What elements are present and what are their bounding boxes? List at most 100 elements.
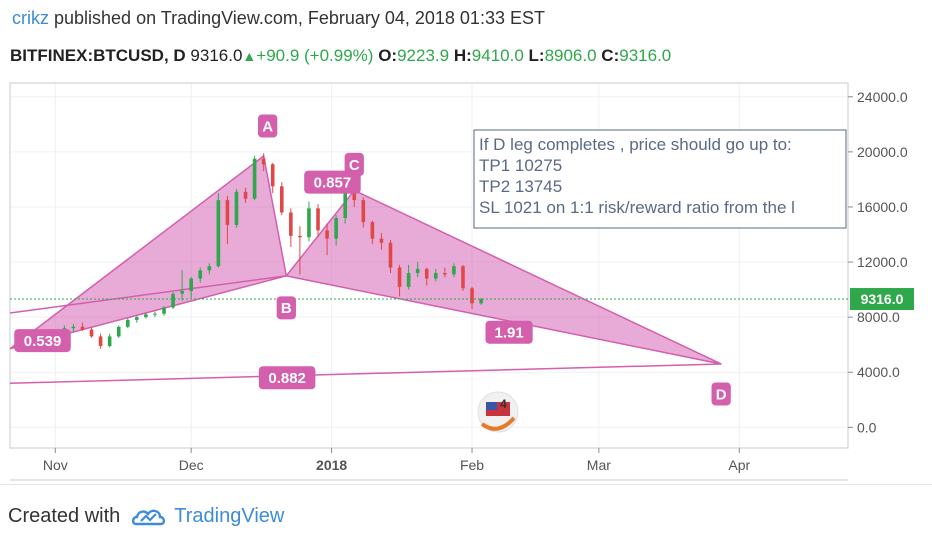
event-count-label: 4	[500, 397, 507, 411]
publish-info: crikz published on TradingView.com, Febr…	[12, 8, 545, 29]
ticker-symbol: BITFINEX:BTCUSD, D	[10, 46, 186, 65]
pattern-point-label-bg	[344, 152, 364, 176]
annotation-line: If D leg completes , price should go up …	[479, 135, 792, 154]
low-value: 8906.0	[544, 46, 597, 65]
candle-body	[252, 158, 257, 199]
candle-body	[261, 158, 266, 165]
x-tick-label: Apr	[728, 457, 750, 473]
candle-body	[361, 200, 366, 223]
ratio-label: 0.882	[268, 370, 306, 387]
ratio-label: 1.91	[494, 325, 523, 342]
ratio-label: 0.857	[314, 175, 352, 192]
candle-body	[316, 208, 320, 231]
event-arc	[480, 416, 516, 431]
candle-body	[225, 200, 230, 225]
author-link[interactable]: crikz	[12, 8, 49, 28]
candle-body	[470, 288, 474, 304]
ticker-change: +90.9 (+0.99%)	[256, 46, 374, 65]
pattern-triangle-xab	[10, 154, 288, 350]
low-label: L:	[528, 46, 545, 65]
pattern-point-label: C	[349, 157, 360, 174]
created-with-text: Created with	[8, 505, 121, 527]
candle-body	[379, 238, 384, 243]
footer-divider	[0, 484, 932, 485]
candle-body	[153, 313, 157, 315]
high-value: 9410.0	[471, 46, 524, 65]
pattern-triangle-bcd	[284, 189, 722, 365]
candle-body	[433, 273, 438, 279]
pattern-point-label: B	[281, 300, 292, 317]
candle-body	[334, 217, 338, 239]
candle-body	[71, 326, 76, 329]
x-tick-label: Nov	[43, 457, 68, 473]
pattern-point-label-bg	[711, 382, 731, 406]
candle-body	[461, 266, 465, 289]
ratio-label-bg	[258, 366, 316, 390]
candle-body	[89, 329, 94, 337]
tradingview-logo-icon	[132, 509, 166, 525]
candle-body	[443, 273, 447, 275]
candle-body	[452, 266, 456, 275]
candle-body	[116, 326, 121, 337]
pattern-point-label-bg	[258, 114, 278, 138]
y-tick-label: 4000.0	[857, 364, 900, 380]
close-label: C:	[601, 46, 620, 65]
candle-body	[307, 208, 311, 238]
candle-body	[388, 242, 393, 268]
candle-body	[406, 273, 411, 287]
y-tick-label: 0.0	[857, 419, 877, 435]
y-tick-label: 20000.0	[857, 144, 908, 160]
candle-body	[298, 235, 302, 238]
y-tick-label: 8000.0	[857, 309, 900, 325]
xd-leg-line	[10, 363, 722, 385]
annotation-box	[473, 129, 847, 229]
tradingview-link[interactable]: TradingView	[174, 505, 285, 527]
candle-body	[135, 317, 139, 320]
y-tick-label: 16000.0	[857, 199, 908, 215]
publish-text: published on TradingView.com, February 0…	[49, 8, 545, 28]
candle-body	[162, 307, 166, 314]
candle-body	[352, 191, 357, 201]
y-tick-label: 24000.0	[857, 89, 908, 105]
x-tick-label: Dec	[179, 457, 204, 473]
flag-canton	[486, 402, 497, 410]
candle-body	[270, 164, 275, 187]
open-label: O:	[378, 46, 398, 65]
candle-body	[180, 290, 184, 294]
candle-body	[289, 212, 293, 236]
ticker-price: 9316.0	[190, 46, 243, 65]
candle-body	[189, 278, 193, 291]
pattern-point-label: D	[716, 386, 727, 403]
candle-body	[479, 299, 483, 304]
y-tick-label: 12000.0	[857, 254, 908, 270]
candle-body	[370, 222, 375, 239]
xb-leg-line	[10, 275, 287, 314]
candle-body	[234, 191, 239, 225]
annotation-line: SL 1021 on 1:1 risk/reward ratio from th…	[479, 198, 795, 217]
open-value: 9223.9	[397, 46, 450, 65]
footer: Created with TradingView	[8, 505, 284, 528]
candle-body	[397, 267, 402, 287]
ticker-line: BITFINEX:BTCUSD, D 9316.0▲+90.9 (+0.99%)…	[10, 46, 671, 66]
ratio-label-bg	[14, 329, 71, 353]
pattern-point-label: A	[262, 118, 273, 135]
plot-area	[10, 153, 848, 385]
candle-body	[80, 326, 85, 330]
current-price-label: 9316.0	[861, 291, 904, 307]
candle-body	[144, 314, 148, 318]
x-tick-label: Feb	[460, 457, 484, 473]
candle-body	[343, 191, 347, 218]
candle-body	[243, 191, 248, 199]
candle-body	[216, 200, 221, 267]
candle-body	[424, 268, 429, 279]
plot-frame	[9, 82, 849, 449]
candle-body	[325, 230, 329, 239]
candle-body	[98, 336, 103, 347]
annotation-line: TP1 10275	[479, 156, 562, 175]
ratio-label-bg	[485, 320, 533, 344]
annotation-line: TP2 13745	[479, 177, 562, 196]
price-chart[interactable]: 24000.0 20000.0 16000.0 12000.0 8000.0 4000.0…	[0, 0, 932, 490]
candle-body	[171, 293, 175, 308]
x-tick-label: 2018	[316, 457, 347, 473]
candle-body	[279, 186, 284, 213]
